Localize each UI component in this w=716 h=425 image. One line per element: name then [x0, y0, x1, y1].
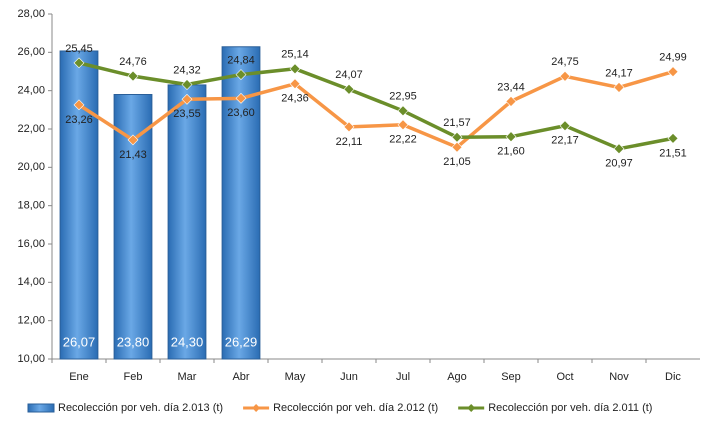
marker — [397, 105, 409, 117]
y-tick-label: 28,00 — [17, 8, 45, 20]
marker — [667, 66, 679, 78]
data-label: 22,17 — [551, 135, 579, 147]
legend-label: Recolección por veh. día 2.013 (t) — [58, 402, 223, 414]
line — [78, 70, 674, 150]
x-tick-label: Oct — [556, 371, 573, 383]
marker — [343, 121, 355, 133]
y-tick-label: 24,00 — [17, 85, 45, 97]
x-tick-label: Mar — [178, 371, 197, 383]
data-label: 24,07 — [335, 69, 363, 81]
legend-marker — [467, 404, 476, 412]
marker — [181, 79, 193, 90]
y-tick-label: 14,00 — [17, 276, 45, 288]
x-tick-label: May — [285, 371, 306, 383]
marker — [127, 134, 139, 146]
x-tick-label: Jun — [340, 371, 358, 383]
data-label: 23,60 — [227, 107, 255, 119]
marker — [343, 83, 355, 95]
marker — [559, 70, 571, 82]
data-label: 21,05 — [443, 156, 471, 168]
legend-marker — [252, 404, 261, 412]
marker — [289, 63, 301, 75]
data-label: 22,22 — [389, 134, 417, 146]
marker — [235, 92, 247, 104]
y-tick-label: 20,00 — [17, 161, 45, 173]
marker — [559, 120, 571, 132]
data-label: 24,36 — [281, 93, 309, 105]
marker — [451, 131, 463, 143]
marker — [289, 78, 301, 90]
line — [78, 61, 674, 151]
data-label: 24,84 — [227, 54, 255, 66]
bar-label: 26,29 — [225, 334, 258, 349]
marker — [505, 131, 517, 143]
x-tick-label: Ene — [69, 371, 89, 383]
x-tick-label: Dic — [665, 371, 681, 383]
marker — [397, 119, 409, 131]
data-label: 22,95 — [389, 91, 417, 103]
marker — [235, 69, 247, 80]
data-label: 20,97 — [605, 158, 633, 170]
marker — [73, 99, 85, 111]
x-tick-label: Jul — [396, 371, 410, 383]
marker — [505, 95, 517, 107]
y-tick-label: 18,00 — [17, 200, 45, 212]
data-label: 22,11 — [336, 136, 363, 148]
x-tick-label: Sep — [501, 371, 521, 383]
legend-label: Recolección por veh. día 2.012 (t) — [273, 402, 438, 414]
marker — [451, 141, 463, 153]
marker — [73, 57, 85, 69]
bar-label: 23,80 — [117, 334, 150, 349]
x-tick-label: Ago — [447, 371, 467, 383]
data-label: 23,26 — [65, 114, 93, 126]
bar — [113, 94, 153, 360]
data-label: 21,51 — [659, 147, 687, 159]
data-label: 21,60 — [497, 146, 525, 158]
x-tick-label: Abr — [232, 371, 249, 383]
data-label: 24,17 — [605, 67, 633, 79]
bar-label: 26,07 — [63, 334, 96, 349]
x-tick-label: Feb — [124, 371, 143, 383]
y-tick-label: 12,00 — [17, 315, 45, 327]
data-label: 25,45 — [65, 43, 93, 55]
marker — [613, 81, 625, 93]
y-tick-label: 10,00 — [17, 353, 45, 365]
marker — [667, 132, 679, 144]
marker — [181, 93, 193, 105]
data-label: 24,32 — [173, 64, 201, 76]
y-tick-label: 16,00 — [17, 238, 45, 250]
y-tick-label: 26,00 — [17, 46, 45, 58]
data-label: 24,75 — [551, 56, 579, 68]
data-label: 23,55 — [173, 108, 201, 120]
data-label: 21,57 — [443, 117, 471, 129]
data-label: 24,99 — [659, 52, 687, 64]
legend-label: Recolección por veh. día 2.011 (t) — [488, 402, 652, 414]
data-label: 21,43 — [119, 149, 147, 161]
bar — [167, 84, 207, 360]
bar-label: 24,30 — [171, 334, 204, 349]
data-label: 24,76 — [119, 56, 147, 68]
y-tick-label: 22,00 — [17, 123, 45, 135]
bar — [59, 50, 99, 360]
marker — [613, 143, 625, 155]
data-label: 23,44 — [497, 81, 525, 93]
marker — [127, 70, 139, 82]
legend-swatch — [27, 403, 55, 413]
x-tick-label: Nov — [609, 371, 629, 383]
data-label: 25,14 — [281, 49, 309, 61]
